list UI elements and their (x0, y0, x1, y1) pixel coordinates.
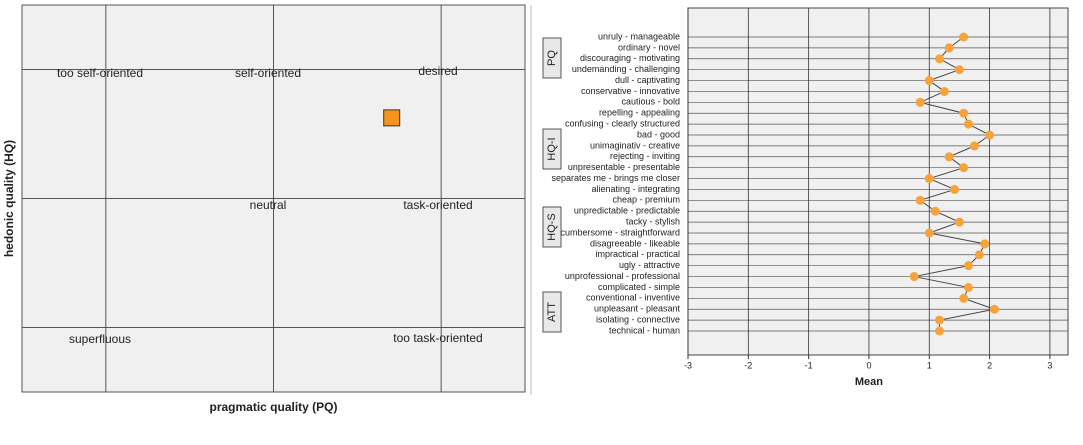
profile-line (914, 36, 997, 331)
point (970, 141, 980, 151)
group-box (542, 128, 562, 170)
category-label: rejecting - inviting (610, 151, 680, 161)
x-tick-label: -1 (805, 360, 813, 370)
group-label: PQ (546, 50, 558, 66)
category-label: cautious - bold (621, 97, 680, 107)
category-label: separates me - brings me closer (551, 173, 680, 183)
point (959, 32, 969, 42)
group-label: HQ-I (546, 137, 558, 160)
point (959, 293, 969, 303)
region-label: too task-oriented (393, 331, 482, 345)
category-label: unprofessional - professional (565, 271, 680, 281)
category-label: unpredictable - predictable (574, 206, 680, 216)
point (989, 304, 999, 314)
category-label: unimaginativ - creative (590, 140, 680, 150)
group-box (542, 206, 562, 248)
region-label: desired (418, 64, 457, 78)
x-tick-label: 0 (866, 360, 871, 370)
point (959, 108, 969, 118)
group-label: ATT (546, 302, 558, 322)
group-label: HQ-S (546, 213, 558, 241)
region-label: neutral (250, 198, 287, 212)
point (924, 76, 934, 86)
y-axis-label: hedonic quality (HQ) (2, 140, 16, 257)
category-label: alienating - integrating (591, 184, 680, 194)
point (944, 152, 954, 162)
category-label: ugly - attractive (619, 260, 680, 270)
point (924, 228, 934, 238)
category-label: unruly - manageable (598, 31, 680, 41)
point (939, 86, 949, 96)
category-label: tacky - stylish (626, 216, 680, 226)
category-label: repelling - appealing (599, 108, 680, 118)
region-label: self-oriented (235, 66, 301, 80)
x-tick-label: -2 (744, 360, 752, 370)
point (950, 184, 960, 194)
point (959, 163, 969, 173)
category-label: unpleasant - pleasant (594, 304, 681, 314)
category-label: ordinary - novel (618, 42, 680, 52)
point (935, 315, 945, 325)
category-label: conventional - inventive (586, 293, 680, 303)
point (930, 206, 940, 216)
point (915, 195, 925, 205)
category-label: cheap - premium (612, 195, 680, 205)
point (944, 43, 954, 53)
category-label: conservative - innovative (581, 86, 680, 96)
category-label: impractical - practical (595, 249, 680, 259)
point (974, 250, 984, 260)
point (935, 54, 945, 64)
plot-area (687, 7, 1069, 356)
category-label: bad - good (637, 129, 680, 139)
x-axis-label: pragmatic quality (PQ) (209, 400, 337, 414)
region-label: too self-oriented (57, 66, 143, 80)
category-label: discouraging - motivating (580, 53, 680, 63)
category-label: isolating - connective (596, 314, 680, 324)
region-label: superfluous (69, 332, 131, 346)
category-label: complicated - simple (598, 282, 680, 292)
point (915, 97, 925, 107)
category-label: disagreeable - likeable (590, 238, 680, 248)
point (963, 261, 973, 271)
x-tick-label: 2 (987, 360, 992, 370)
point (935, 326, 945, 336)
group-box (542, 291, 562, 333)
x-tick-label: 3 (1047, 360, 1052, 370)
category-label: cumbersome - straightforward (560, 227, 680, 237)
point (985, 130, 995, 140)
category-label: confusing - clearly structured (565, 118, 680, 128)
category-label: technical - human (609, 325, 680, 335)
x-tick-label: 1 (927, 360, 932, 370)
point (963, 282, 973, 292)
point (980, 239, 990, 249)
x-tick-label: -3 (684, 360, 692, 370)
region-label: task-oriented (403, 198, 472, 212)
point (954, 65, 964, 75)
point (963, 119, 973, 129)
point (954, 217, 964, 227)
x-axis-label: Mean (855, 376, 883, 388)
group-box (542, 37, 562, 79)
point (909, 272, 919, 282)
point (383, 109, 401, 127)
point (924, 174, 934, 184)
category-label: unpresentable - presentable (568, 162, 680, 172)
category-label: undemanding - challenging (572, 64, 680, 74)
category-label: dull - captivating (615, 75, 680, 85)
